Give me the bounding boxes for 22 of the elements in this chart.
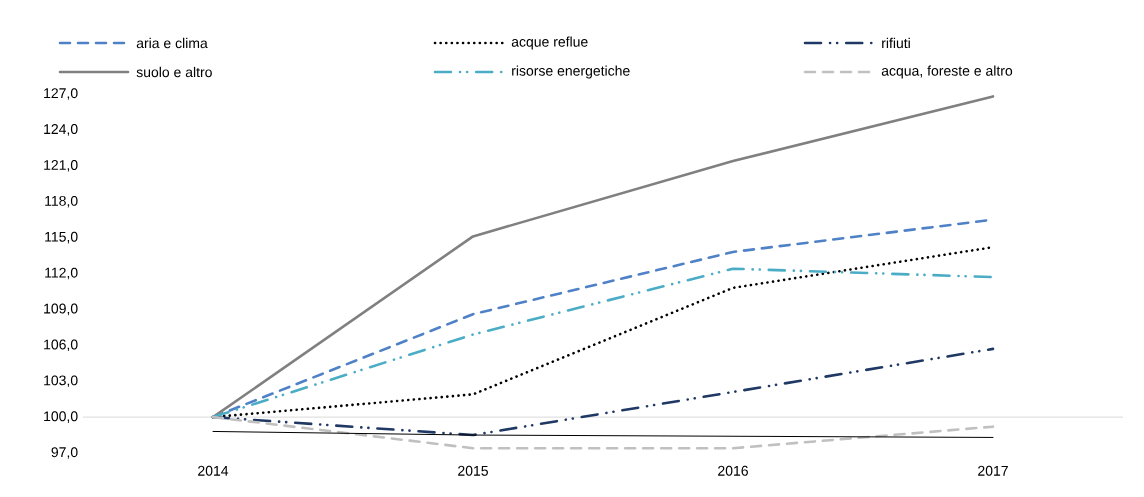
x-tick-label: 2015 [458, 465, 488, 476]
legend-label: suolo e altro [136, 66, 212, 78]
x-tick-label: 2016 [718, 465, 748, 476]
y-tick-label: 115,0 [45, 231, 78, 244]
y-tick-label: 127,0 [44, 88, 78, 100]
x-tick-label: 2014 [198, 465, 229, 476]
legend-label: risorse energetiche [512, 65, 630, 79]
y-tick-label: 109,0 [44, 303, 78, 316]
y-tick-label: 100,0 [44, 411, 78, 423]
y-tick-label: 124,0 [44, 124, 78, 136]
y-tick-label: 112,0 [45, 267, 78, 280]
y-tick-label: 103,0 [44, 375, 78, 387]
y-tick-label: 118,0 [45, 195, 78, 208]
y-tick-label: 106,0 [44, 339, 78, 352]
legend-label: acqua, foreste e altro [881, 65, 1013, 79]
y-tick-label: 121,0 [44, 160, 78, 172]
y-tick-label: 97,0 [51, 447, 78, 459]
legend-label: aria e clima [136, 37, 208, 49]
legend-label: acque reflue [511, 36, 588, 50]
x-tick-label: 2017 [978, 465, 1008, 476]
legend-label: rifiuti [882, 37, 910, 49]
line-series [211, 95, 995, 419]
